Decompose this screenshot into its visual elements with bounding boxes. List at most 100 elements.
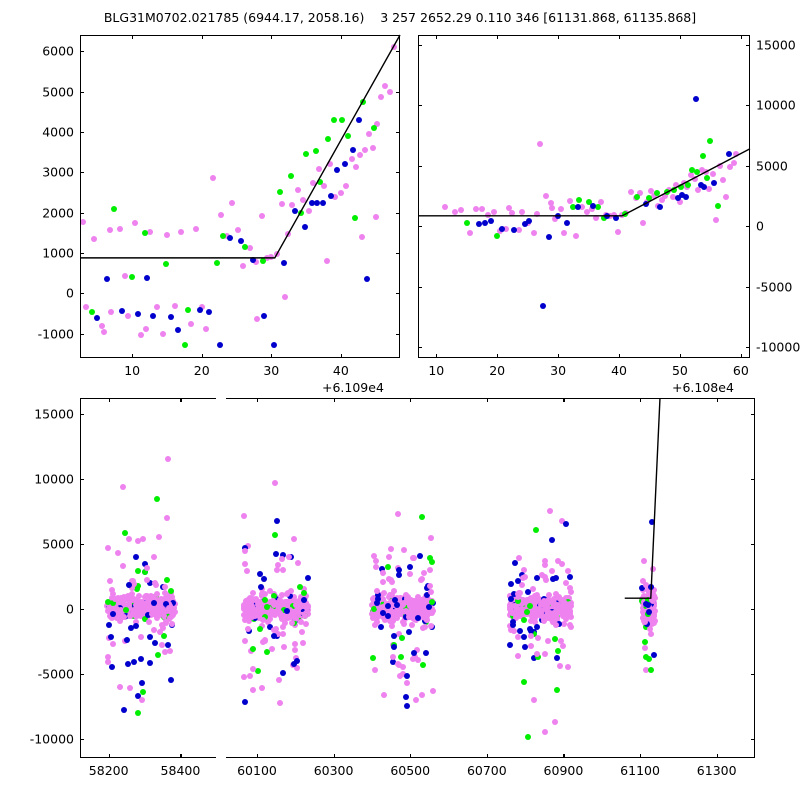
- data-point-violet: [457, 207, 464, 214]
- y-tick-label: 5000: [756, 158, 788, 174]
- y-tick-mark: [418, 226, 422, 228]
- data-point-blue: [389, 659, 396, 666]
- data-point-violet: [414, 593, 421, 600]
- data-point-violet: [649, 597, 656, 604]
- data-point-violet: [507, 606, 514, 613]
- data-point-green: [418, 513, 425, 520]
- data-point-violet: [129, 590, 136, 597]
- data-point-green: [280, 606, 287, 613]
- x-tick-mark-top: [132, 35, 134, 39]
- x-tick-mark: [436, 354, 438, 358]
- data-point-violet: [302, 621, 309, 628]
- data-point-violet: [292, 601, 299, 608]
- data-point-violet: [544, 613, 551, 620]
- data-point-violet: [417, 596, 424, 603]
- y-tick-mark: [80, 51, 84, 53]
- data-point-violet: [548, 612, 555, 619]
- data-point-green: [514, 598, 521, 605]
- data-point-violet: [159, 330, 166, 337]
- y-tick-mark: [80, 131, 84, 133]
- data-point-blue: [169, 599, 176, 606]
- data-point-violet: [530, 586, 537, 593]
- data-point-violet: [276, 596, 283, 603]
- panel-bottom-full-lightcurve[interactable]: 58200 58400 60100 60300 60500 60700 60900 61100…: [30, 396, 755, 778]
- data-point-blue: [120, 706, 127, 713]
- x-tick-mark: [180, 754, 182, 758]
- data-point-violet: [628, 189, 635, 196]
- data-point-violet: [258, 213, 265, 220]
- data-point-blue: [145, 612, 152, 619]
- data-point-green: [494, 232, 501, 239]
- data-point-violet: [229, 200, 236, 207]
- data-point-violet: [562, 579, 569, 586]
- data-point-blue: [107, 634, 114, 641]
- data-point-violet: [310, 180, 317, 187]
- data-point-violet: [202, 325, 209, 332]
- data-point-blue: [119, 307, 126, 314]
- data-point-violet: [532, 614, 539, 621]
- data-point-green: [426, 555, 433, 562]
- y-tick-mark-right: [751, 673, 755, 675]
- data-point-violet: [291, 536, 298, 543]
- data-point-violet: [520, 567, 527, 574]
- data-point-violet: [122, 273, 129, 280]
- data-point-violet: [372, 615, 379, 622]
- data-point-violet: [375, 604, 382, 611]
- y-tick-mark: [80, 608, 84, 610]
- data-point-violet: [404, 680, 411, 687]
- data-point-violet: [640, 219, 647, 226]
- data-point-blue: [507, 642, 514, 649]
- data-point-violet: [163, 232, 170, 239]
- data-point-green: [700, 152, 707, 159]
- data-point-green: [256, 626, 263, 633]
- data-point-violet: [509, 209, 516, 216]
- panel-top-right-lightcurve[interactable]: 10 20 30 40 50 60 -10000 -5000 0 5000 10000 15000 +6…: [418, 35, 800, 395]
- data-point-violet: [427, 535, 434, 542]
- data-point-violet: [256, 605, 263, 612]
- data-point-violet: [274, 561, 281, 568]
- data-point-violet: [514, 610, 521, 617]
- data-point-blue: [226, 235, 233, 242]
- data-point-violet: [541, 728, 548, 735]
- figure-suptitle: BLG31M0702.021785 (6944.17, 2058.16) 3 2…: [103, 10, 697, 25]
- panel-top-left-lightcurve[interactable]: 10 20 30 40 -1000 0 1000 2000 3000 4000 5000 6000 +6…: [38, 34, 401, 395]
- data-point-violet: [532, 593, 539, 600]
- x-tick-label: 20: [193, 363, 210, 378]
- y-tick-label: -1000: [37, 326, 74, 342]
- data-point-violet: [388, 622, 395, 629]
- data-point-violet: [409, 655, 416, 662]
- data-point-green: [653, 190, 660, 197]
- data-point-violet: [153, 604, 160, 611]
- y-tick-label: 15000: [34, 406, 74, 422]
- data-point-blue: [146, 580, 153, 586]
- data-point-violet: [713, 217, 720, 224]
- data-point-violet: [153, 609, 160, 616]
- data-point-blue: [104, 275, 111, 282]
- y-tick-label: 2000: [42, 205, 74, 221]
- x-tick-mark: [340, 354, 342, 358]
- x-tick-mark-top: [497, 35, 499, 39]
- data-point-violet: [292, 641, 299, 648]
- data-point-green: [525, 733, 532, 740]
- data-point-violet: [559, 643, 566, 650]
- data-point-blue: [405, 628, 412, 635]
- x-tick-label: 30: [263, 363, 280, 378]
- data-point-violet: [209, 175, 216, 182]
- x-tick-mark: [486, 754, 488, 758]
- data-point-violet: [296, 603, 303, 610]
- data-point-violet: [151, 553, 158, 560]
- y-tick-mark: [418, 286, 422, 288]
- data-point-blue: [642, 600, 649, 607]
- data-point-violet: [165, 604, 172, 611]
- data-point-blue: [241, 699, 248, 706]
- data-point-blue: [525, 589, 532, 596]
- data-point-blue: [527, 627, 534, 634]
- data-point-green: [135, 567, 142, 574]
- data-point-blue: [511, 226, 518, 233]
- data-point-violet: [407, 610, 414, 617]
- data-point-green: [287, 173, 294, 180]
- data-point-blue: [711, 179, 718, 186]
- data-point-violet: [515, 591, 522, 598]
- data-point-violet: [542, 192, 549, 199]
- data-point-blue: [328, 192, 335, 199]
